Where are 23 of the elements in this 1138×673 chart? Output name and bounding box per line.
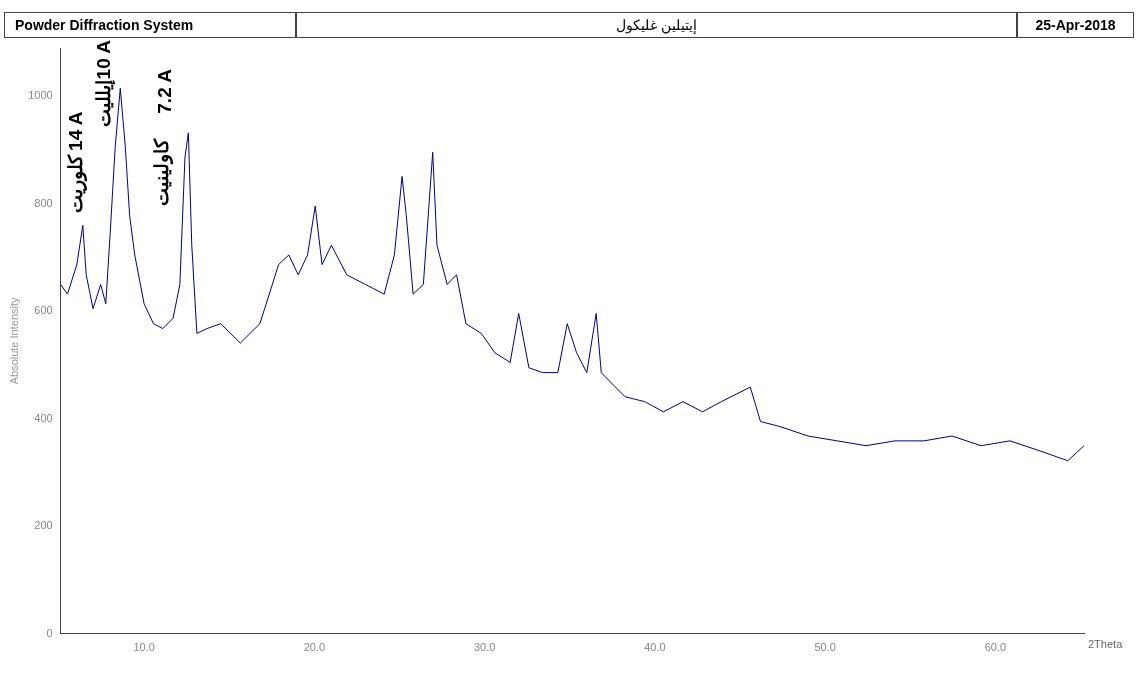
annotation: إيلليت bbox=[92, 80, 116, 128]
y-tick-label: 1000 bbox=[28, 89, 53, 102]
x-tick-label: 40.0 bbox=[644, 641, 666, 654]
x-tick-label: 20.0 bbox=[303, 641, 326, 654]
y-tick-label: 200 bbox=[34, 519, 53, 532]
x-axis-title: 2Theta bbox=[1088, 638, 1124, 651]
annotation: 7.2 A bbox=[154, 68, 176, 114]
y-tick-label: 0 bbox=[46, 626, 53, 639]
x-tick-label: 30.0 bbox=[473, 641, 496, 654]
chart-subtitle: إيتيلين غليكول bbox=[296, 12, 1017, 38]
text: 25-Apr-2018 bbox=[1017, 12, 1134, 38]
x-tick-label: 60.0 bbox=[984, 641, 1007, 654]
annotation: 14 A bbox=[65, 111, 87, 151]
chart-title: Powder Diffraction System bbox=[4, 12, 296, 38]
annotation: كلوريت bbox=[65, 153, 88, 213]
annotation: كاولينيت bbox=[151, 138, 174, 207]
y-tick-label: 600 bbox=[34, 304, 53, 317]
y-tick-label: 400 bbox=[34, 411, 53, 424]
y-axis-title: Absolute Intensity bbox=[7, 296, 20, 385]
annotation: 10 A bbox=[92, 39, 114, 80]
x-tick-label: 10.0 bbox=[133, 641, 155, 654]
y-tick-label: 800 bbox=[34, 196, 53, 209]
x-tick-label: 50.0 bbox=[814, 641, 836, 654]
